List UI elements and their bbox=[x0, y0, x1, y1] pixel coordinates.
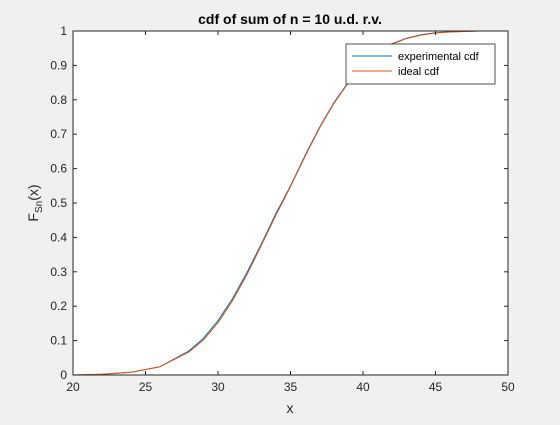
x-tick-label: 20 bbox=[66, 380, 80, 394]
legend-label-0: experimental cdf bbox=[398, 51, 480, 63]
y-tick-label: 0.3 bbox=[50, 265, 67, 279]
y-tick-label: 0.9 bbox=[50, 58, 67, 72]
x-tick-label: 40 bbox=[356, 380, 370, 394]
chart-marks bbox=[72, 30, 508, 376]
y-tick-label: 0.5 bbox=[50, 196, 67, 210]
y-tick-label: 0 bbox=[60, 368, 67, 382]
x-tick-label: 35 bbox=[284, 380, 298, 394]
x-tick-label: 50 bbox=[501, 380, 515, 394]
legend-label-1: ideal cdf bbox=[398, 66, 440, 78]
y-tick-label: 0.8 bbox=[50, 93, 67, 107]
y-axis-label-suffix: (x) bbox=[25, 184, 41, 200]
y-axis-label: FSn(x) bbox=[25, 184, 45, 221]
chart-title: cdf of sum of n = 10 u.d. r.v. bbox=[198, 11, 382, 27]
y-axis-label-sub: Sn bbox=[34, 201, 45, 213]
x-tick-label: 25 bbox=[139, 380, 153, 394]
y-tick-label: 0.7 bbox=[50, 127, 67, 141]
y-tick-label: 0.2 bbox=[50, 299, 67, 313]
series-line-1 bbox=[72, 30, 508, 376]
legend-box bbox=[345, 43, 496, 85]
y-tick-label: 0.4 bbox=[50, 230, 67, 244]
y-axis-label-main: F bbox=[25, 213, 41, 222]
axis-ticks: 20 25 30 35 40 45 50 0 0.1 0.2 0.3 0.4 0.5 0.6 0.7 0.8 0… bbox=[50, 24, 515, 394]
y-tick-label: 0.6 bbox=[50, 162, 67, 176]
y-tick-label: 0.1 bbox=[50, 334, 67, 348]
y-tick-label: 1 bbox=[60, 24, 67, 38]
legend: experimental cdf ideal cdf bbox=[345, 43, 496, 85]
plot-area bbox=[73, 31, 508, 375]
x-tick-label: 45 bbox=[429, 380, 443, 394]
x-tick-label: 30 bbox=[211, 380, 225, 394]
x-axis-label: x bbox=[287, 400, 294, 416]
